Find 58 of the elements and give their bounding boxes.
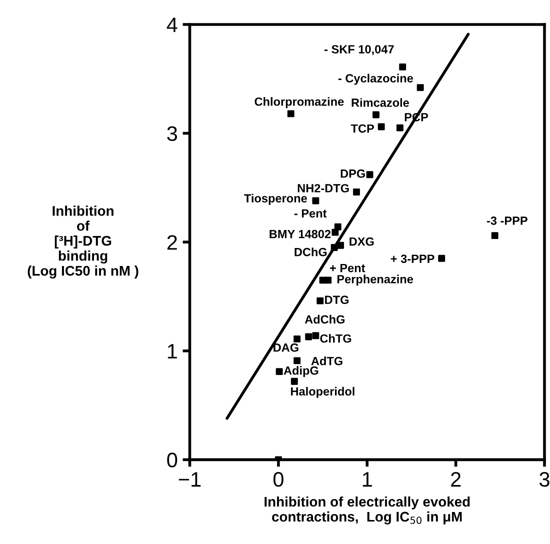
annotation: AdipG: [284, 366, 318, 378]
point: [438, 254, 446, 262]
annotation: DChG: [294, 248, 327, 256]
annotation: + 3-PPP: [390, 254, 434, 263]
point: [312, 197, 320, 204]
y-tick-label: 3: [167, 126, 178, 142]
point: [332, 228, 339, 236]
point: [366, 171, 374, 178]
x-tick-label: −1: [178, 472, 201, 487]
annotation: Chlorpromazine: [254, 97, 344, 108]
annotation: Haloperidol: [291, 386, 354, 398]
point: [416, 84, 424, 92]
annotation: AdChG: [304, 314, 344, 324]
point: [319, 276, 326, 284]
y-tick-label: 0: [167, 452, 178, 468]
annotation: BMY 14802: [270, 230, 331, 238]
annotation: - SKF 10,047: [324, 45, 394, 56]
point: [276, 368, 283, 376]
annotation: Tiosperone: [244, 194, 307, 205]
point: [312, 332, 320, 340]
y-tick-label: 2: [167, 235, 177, 250]
point: [399, 63, 406, 70]
annotation: -3 -PPP: [486, 216, 528, 225]
annotation: DXG: [350, 237, 374, 246]
annotation: + Pent: [330, 264, 366, 272]
point: [396, 124, 404, 132]
point: [287, 110, 294, 118]
point: [294, 335, 301, 342]
point: [305, 333, 312, 340]
point: [491, 232, 498, 240]
x-tick-label: 3: [540, 472, 550, 487]
x-tick-label: 2: [451, 472, 461, 487]
x-tick-label: 1: [362, 472, 372, 487]
annotation: ChTG: [320, 334, 352, 343]
point: [330, 244, 338, 251]
point: [334, 223, 342, 230]
y-tick-label: 1: [168, 344, 177, 358]
point: [294, 357, 301, 364]
annotation: NH2-DTG: [298, 184, 349, 192]
x-axis-title: Inhibition of electrically evoked contractions, Log IC$_{50}$ in μM: [264, 496, 470, 524]
point: [337, 242, 344, 249]
annotation: DAG: [274, 343, 298, 352]
y-axis-title: Inhibition of [³H]-DTG binding (Log IC50 in nM ): [28, 206, 138, 279]
annotation: Rimcazole: [352, 98, 409, 107]
annotation: AdTG: [311, 356, 342, 366]
point: [372, 111, 380, 118]
annotation: - Cyclazocine: [338, 74, 413, 85]
point: [378, 123, 385, 130]
point: [353, 188, 360, 196]
y-tick-label: 4: [166, 18, 178, 32]
point: [316, 297, 324, 304]
point: [290, 378, 298, 385]
annotation: Perphenazine: [337, 274, 414, 286]
x-tick-label: 0: [273, 472, 284, 487]
annotation: - Pent: [294, 209, 327, 218]
annotation: DTG: [325, 296, 348, 304]
annotation: DPG: [340, 169, 365, 178]
annotation: TCP: [350, 124, 374, 133]
